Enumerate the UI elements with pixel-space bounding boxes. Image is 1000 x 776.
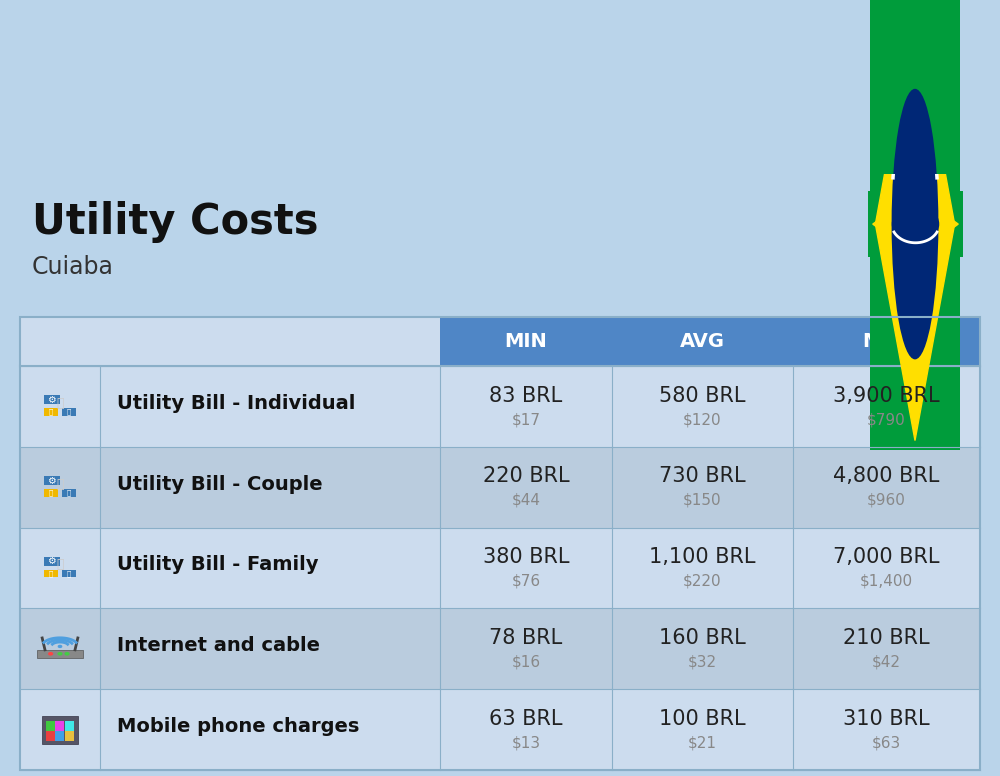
Text: 👤: 👤: [56, 559, 64, 571]
Bar: [65, 732, 74, 741]
Text: 310 BRL: 310 BRL: [843, 708, 930, 729]
Text: $32: $32: [688, 654, 717, 670]
Circle shape: [58, 653, 62, 655]
Text: ⚙: ⚙: [47, 395, 56, 405]
Bar: [868, 191, 963, 258]
Bar: [44, 570, 58, 577]
Ellipse shape: [892, 88, 938, 359]
Bar: [20, 608, 980, 689]
Bar: [62, 408, 76, 416]
Text: Utility Costs: Utility Costs: [32, 201, 318, 243]
Text: Utility Bill - Couple: Utility Bill - Couple: [117, 475, 323, 494]
Text: $120: $120: [683, 412, 722, 428]
Text: AVG: AVG: [680, 332, 725, 352]
Text: 1,100 BRL: 1,100 BRL: [649, 547, 756, 567]
Text: $16: $16: [511, 654, 541, 670]
Bar: [44, 408, 58, 416]
Text: $63: $63: [872, 735, 901, 750]
Text: 🔌: 🔌: [49, 409, 53, 415]
Text: 210 BRL: 210 BRL: [843, 628, 930, 648]
Text: $42: $42: [872, 654, 901, 670]
Text: 🔌: 🔌: [49, 570, 53, 577]
Text: 380 BRL: 380 BRL: [483, 547, 569, 567]
Bar: [20, 528, 980, 608]
Bar: [20, 317, 440, 366]
Text: 63 BRL: 63 BRL: [489, 708, 563, 729]
Bar: [65, 721, 74, 731]
Text: $790: $790: [867, 412, 906, 428]
Text: 160 BRL: 160 BRL: [659, 628, 746, 648]
FancyBboxPatch shape: [37, 650, 83, 658]
Text: Mobile phone charges: Mobile phone charges: [117, 717, 359, 736]
Ellipse shape: [892, 205, 939, 244]
Polygon shape: [873, 193, 958, 255]
Bar: [55, 721, 64, 731]
Bar: [62, 489, 76, 497]
Text: 220 BRL: 220 BRL: [483, 466, 569, 487]
Text: 4,800 BRL: 4,800 BRL: [833, 466, 940, 487]
Bar: [46, 721, 55, 731]
Text: 83 BRL: 83 BRL: [489, 386, 563, 406]
Bar: [20, 366, 980, 447]
Bar: [20, 689, 980, 770]
Circle shape: [49, 653, 52, 655]
Text: 100 BRL: 100 BRL: [659, 708, 746, 729]
Bar: [62, 570, 76, 577]
Text: 🚿: 🚿: [67, 490, 71, 496]
Polygon shape: [875, 8, 955, 441]
Text: MAX: MAX: [862, 332, 911, 352]
Text: ⚙: ⚙: [47, 556, 56, 566]
Bar: [20, 447, 980, 528]
Circle shape: [58, 646, 62, 647]
Text: Cuiaba: Cuiaba: [32, 255, 114, 279]
Text: 👤: 👤: [56, 478, 64, 490]
Text: Utility Bill - Family: Utility Bill - Family: [117, 556, 318, 574]
Text: 78 BRL: 78 BRL: [489, 628, 563, 648]
Bar: [44, 556, 60, 566]
Text: ⚙: ⚙: [47, 476, 56, 486]
Text: Utility Bill - Individual: Utility Bill - Individual: [117, 394, 355, 413]
Text: $44: $44: [512, 493, 540, 508]
Text: $13: $13: [511, 735, 541, 750]
Bar: [44, 476, 60, 485]
Text: 🚿: 🚿: [67, 409, 71, 415]
FancyBboxPatch shape: [42, 716, 78, 744]
Bar: [44, 489, 58, 497]
Bar: [20, 317, 980, 366]
Text: $21: $21: [688, 735, 717, 750]
Bar: [55, 732, 64, 741]
Text: 🚿: 🚿: [67, 570, 71, 577]
Text: 7,000 BRL: 7,000 BRL: [833, 547, 940, 567]
Circle shape: [65, 653, 69, 655]
Text: 3,900 BRL: 3,900 BRL: [833, 386, 940, 406]
Text: $1,400: $1,400: [860, 573, 913, 589]
Text: 👤: 👤: [56, 397, 64, 410]
Bar: [46, 732, 55, 741]
Text: $220: $220: [683, 573, 722, 589]
Text: MIN: MIN: [505, 332, 547, 352]
Text: 580 BRL: 580 BRL: [659, 386, 746, 406]
Text: 🔌: 🔌: [49, 490, 53, 496]
Text: $150: $150: [683, 493, 722, 508]
Text: 730 BRL: 730 BRL: [659, 466, 746, 487]
Text: $76: $76: [511, 573, 541, 589]
Bar: [44, 395, 60, 404]
Text: $960: $960: [867, 493, 906, 508]
FancyBboxPatch shape: [870, 0, 960, 449]
Text: $17: $17: [512, 412, 540, 428]
Text: Internet and cable: Internet and cable: [117, 636, 320, 655]
